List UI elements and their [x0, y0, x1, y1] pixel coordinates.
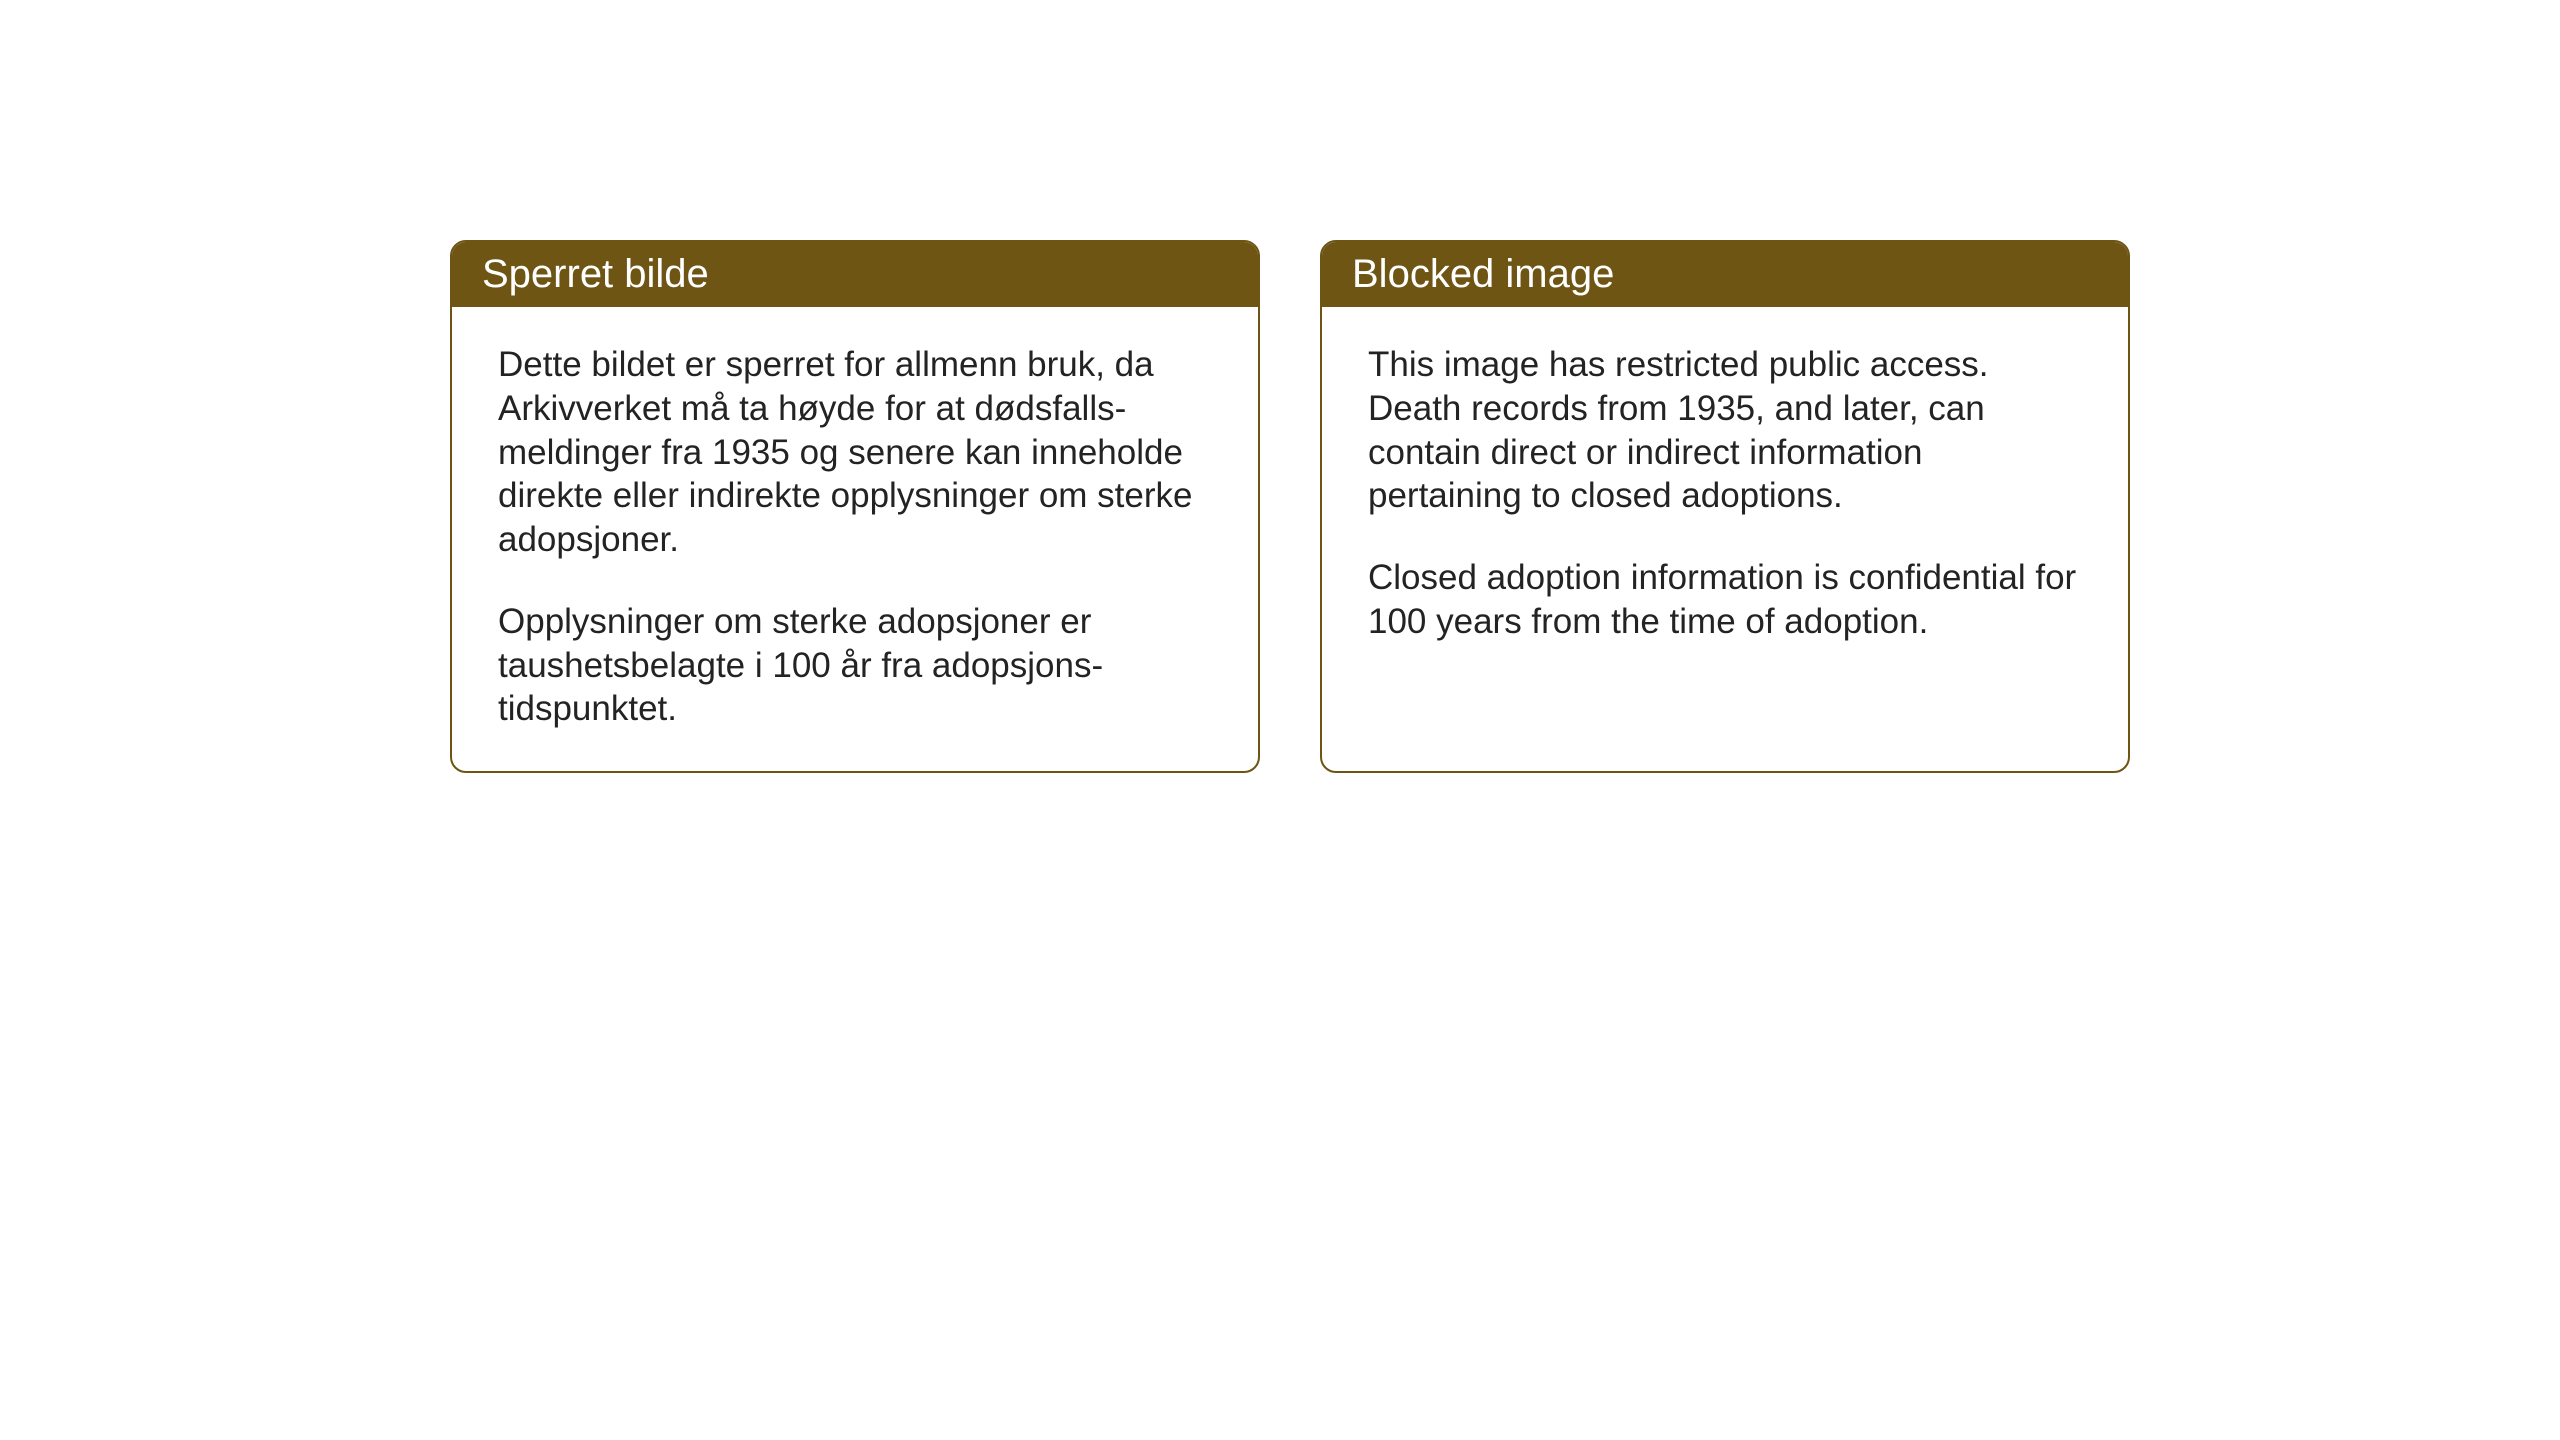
english-paragraph-2: Closed adoption information is confident…: [1368, 556, 2082, 644]
norwegian-notice-card: Sperret bilde Dette bildet er sperret fo…: [450, 240, 1260, 773]
norwegian-paragraph-2: Opplysninger om sterke adopsjoner er tau…: [498, 600, 1212, 731]
english-notice-card: Blocked image This image has restricted …: [1320, 240, 2130, 773]
english-paragraph-1: This image has restricted public access.…: [1368, 343, 2082, 518]
norwegian-paragraph-1: Dette bildet er sperret for allmenn bruk…: [498, 343, 1212, 562]
norwegian-card-body: Dette bildet er sperret for allmenn bruk…: [452, 307, 1258, 771]
norwegian-card-title: Sperret bilde: [452, 242, 1258, 307]
notice-container: Sperret bilde Dette bildet er sperret fo…: [450, 240, 2130, 773]
english-card-title: Blocked image: [1322, 242, 2128, 307]
english-card-body: This image has restricted public access.…: [1322, 307, 2128, 757]
